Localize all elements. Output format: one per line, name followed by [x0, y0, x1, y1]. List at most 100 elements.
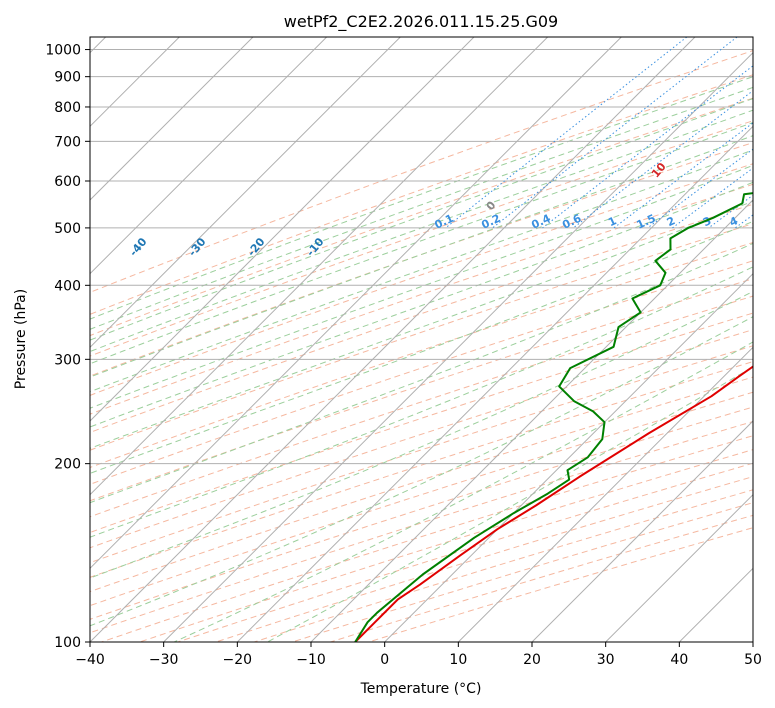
- mixing-ratio-label: 4: [728, 214, 741, 229]
- mixing-ratio-label: 0.4: [529, 212, 552, 232]
- dry-adiabat-line: [90, 345, 753, 564]
- dry-adiabat-line: [90, 361, 753, 578]
- dry-adiabat-line: [330, 514, 753, 642]
- x-tick-label: 50: [744, 652, 762, 668]
- moist-adiabat-line: [90, 164, 753, 409]
- dry-adiabat-label: -60: [9, 235, 32, 259]
- moist-adiabat-line: [90, 200, 753, 449]
- dry-adiabat-label: -50: [68, 235, 91, 259]
- dry-adiabat-line: [101, 435, 753, 642]
- x-tick-label: 10: [449, 652, 467, 668]
- mixing-ratio-line: [734, 214, 753, 229]
- moist-adiabat-line: [90, 86, 753, 330]
- temperature-profile-line: [354, 365, 753, 642]
- isotherm-line: [457, 346, 753, 642]
- mixing-ratio-label: 0.1: [433, 212, 456, 232]
- moist-adiabat-line: [90, 266, 753, 538]
- x-tick-label: −20: [223, 652, 253, 668]
- y-tick-label: 100: [54, 635, 81, 651]
- y-tick-label: 900: [54, 70, 81, 86]
- chart-title: wetPf2_C2E2.2026.011.15.25.G09: [284, 12, 558, 32]
- mixing-ratio-label: 0.2: [479, 212, 502, 232]
- dry-adiabat-label: -30: [186, 235, 209, 259]
- moist-adiabat-line: [267, 366, 753, 642]
- dry-adiabat-line: [215, 476, 753, 642]
- isotherm-line: [236, 125, 753, 642]
- moist-adiabat-line: [90, 242, 753, 504]
- isotherm-line: [310, 199, 753, 642]
- moist-adiabat-line: [90, 181, 753, 428]
- moist-adiabat-line: [90, 316, 753, 627]
- mixing-ratio-line: [572, 90, 753, 229]
- y-tick-label: 600: [54, 174, 81, 190]
- dry-adiabat-line: [90, 120, 753, 357]
- isotherm-line: [384, 272, 753, 642]
- y-tick-label: 1000: [45, 43, 81, 59]
- y-tick-label: 700: [54, 134, 81, 150]
- isotherm-line: [90, 37, 254, 201]
- y-axis-label: Pressure (hPa): [13, 289, 29, 389]
- x-tick-label: −30: [149, 652, 179, 668]
- dry-adiabat-line: [90, 329, 753, 549]
- moist-adiabat-line: [90, 290, 753, 579]
- y-axis: 1000 900 800 700 600 500 400 300 200 100: [45, 43, 90, 651]
- y-tick-label: 300: [54, 352, 81, 368]
- dry-adiabat-label: 10: [649, 160, 669, 180]
- dry-adiabat-line: [292, 502, 753, 642]
- dry-adiabat-line: [90, 183, 753, 415]
- mixing-ratio-line: [672, 167, 753, 229]
- y-tick-label: 200: [54, 457, 81, 473]
- profile-series: [354, 192, 753, 642]
- x-axis-label: Temperature (°C): [360, 681, 482, 697]
- mixing-ratio-label: 1.5: [635, 212, 658, 232]
- dry-adiabat-line: [177, 462, 753, 642]
- x-tick-label: −40: [75, 652, 105, 668]
- isotherm-line: [90, 37, 622, 570]
- plot-frame: [89, 36, 754, 643]
- mixing-ratio-label: 2: [665, 214, 677, 229]
- mixing-ratio-line: [492, 37, 738, 229]
- moist-adiabat-line: [90, 76, 753, 320]
- dry-adiabat-line: [90, 406, 753, 620]
- dry-adiabat-line: [368, 527, 753, 642]
- x-tick-label: 0: [380, 652, 389, 668]
- dry-adiabat-line: [90, 163, 753, 396]
- mixing-ratio-line: [613, 122, 753, 229]
- x-tick-label: 30: [597, 652, 615, 668]
- dewpoint-profile-line: [354, 192, 753, 642]
- dry-adiabat-line: [139, 449, 753, 642]
- x-tick-label: 40: [670, 652, 688, 668]
- y-tick-label: 500: [54, 221, 81, 237]
- y-tick-label: 800: [54, 100, 81, 116]
- isotherm-line: [90, 37, 328, 275]
- background-lines: [90, 37, 753, 642]
- x-axis: −40 −30 −20 −10 0 10 20 30 40 50: [75, 642, 762, 668]
- isotherm-line: [531, 420, 753, 642]
- isotherm-line: [752, 641, 753, 642]
- dry-adiabat-label: -20: [245, 235, 268, 259]
- moist-adiabat-line: [90, 98, 753, 341]
- isotherm-line: [678, 567, 753, 642]
- isotherm-line: [90, 37, 696, 642]
- mixing-ratio-line: [445, 37, 688, 229]
- isotherm-line: [90, 37, 475, 422]
- dry-adiabat-label: -10: [304, 235, 327, 259]
- mixing-ratio-line: [542, 65, 753, 229]
- dry-adiabat-label: -40: [127, 235, 150, 259]
- dry-adiabat-line: [254, 489, 753, 642]
- dry-adiabat-line: [90, 97, 753, 337]
- isotherm-line: [90, 37, 549, 496]
- x-tick-label: −10: [296, 652, 326, 668]
- dry-adiabat-line: [90, 50, 753, 293]
- x-tick-label: 20: [523, 652, 541, 668]
- isotherm-line: [605, 493, 753, 642]
- line-labels: 0.10.20.40.611.52346810131620253036-100-…: [9, 160, 775, 259]
- dry-adiabat-line: [90, 142, 753, 377]
- isotherm-line: [163, 51, 753, 642]
- y-tick-label: 400: [54, 278, 81, 294]
- moist-adiabat-line: [173, 341, 753, 642]
- mixing-ratio-label: 6: [766, 214, 775, 229]
- mixing-ratio-label: 0.6: [560, 212, 583, 232]
- isotherm-line: [90, 37, 401, 349]
